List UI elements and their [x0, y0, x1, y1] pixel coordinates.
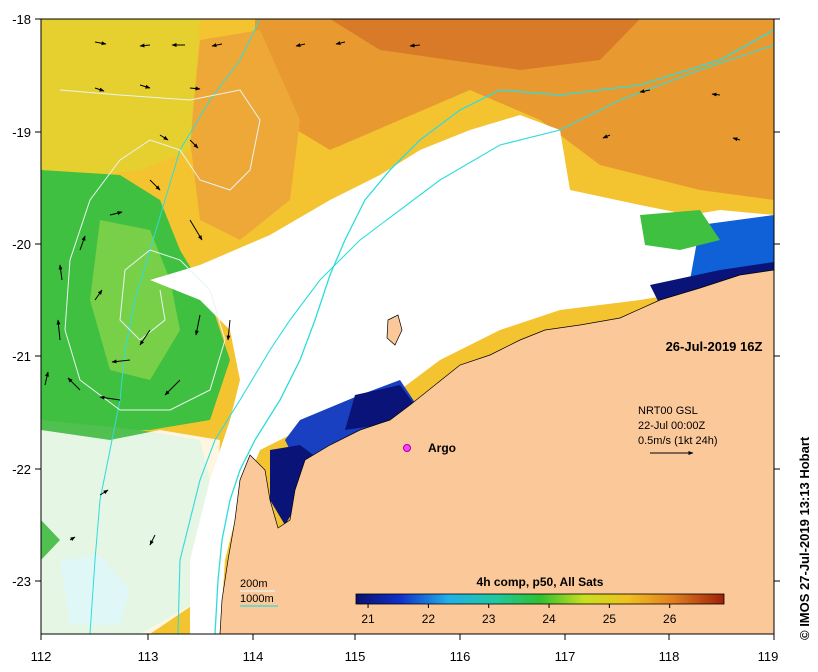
colorbar-tick-label: 21 — [361, 612, 375, 626]
land-australia — [219, 269, 774, 634]
lon-label-114: 114 — [243, 649, 264, 664]
longitude-labels: 112 113 114 115 116 117 118 119 — [31, 649, 779, 664]
colorbar-tick-label: 25 — [603, 612, 617, 626]
colorbar-tick-label: 26 — [663, 612, 677, 626]
lon-label-112: 112 — [31, 649, 52, 664]
sst-orange-north — [255, 19, 774, 200]
isobath-1000m — [177, 44, 774, 634]
sst-dark-orange — [330, 19, 640, 70]
lon-label-113: 113 — [138, 649, 159, 664]
lon-label-119: 119 — [758, 649, 779, 664]
current-legend-model: NRT00 GSL — [638, 405, 698, 417]
imos-credit: © IMOS 27-Jul-2019 13:13 Hobart — [797, 436, 812, 640]
lat-label-22: -22 — [12, 462, 31, 477]
cloud-mask-south — [41, 430, 220, 634]
current-legend: NRT00 GSL 22-Jul 00:00Z 0.5m/s (1kt 24h) — [638, 405, 717, 455]
lat-label-20: -20 — [12, 237, 31, 252]
lon-label-117: 117 — [555, 649, 576, 664]
cloud-mask — [150, 115, 774, 634]
isobath-legend-1000m: 1000m — [240, 593, 274, 605]
current-legend-scale: 0.5m/s (1kt 24h) — [638, 435, 717, 447]
latitude-labels: -18 -19 -20 -21 -22 -23 — [12, 12, 31, 589]
isobath-200m — [214, 29, 774, 634]
lon-label-118: 118 — [659, 649, 680, 664]
lon-label-115: 115 — [345, 649, 366, 664]
sst-northeast-green — [640, 210, 720, 250]
isobath-white-contour — [59, 89, 261, 411]
colorbar-tick-label: 22 — [422, 612, 436, 626]
sst-coastal-darkblue — [345, 385, 415, 430]
colorbar-gradient — [355, 593, 725, 605]
isobath-legend-200m: 200m — [240, 578, 268, 590]
isobath-legend: 200m 1000m — [240, 578, 278, 607]
colorbar-tick-label: 23 — [482, 612, 496, 626]
lat-label-23: -23 — [12, 574, 31, 589]
argo-label: Argo — [428, 441, 456, 455]
lon-label-116: 116 — [450, 649, 471, 664]
sst-yellow-west — [41, 19, 200, 180]
map-frame — [40, 18, 775, 635]
argo-float-marker — [403, 444, 411, 452]
current-legend-time: 22-Jul 00:00Z — [638, 420, 706, 432]
lat-label-18: -18 — [12, 12, 31, 27]
colorbar-tick-label: 24 — [542, 612, 556, 626]
sst-orange-mid — [190, 30, 300, 240]
lat-label-21: -21 — [12, 349, 31, 364]
product-label: 4h comp, p50, All Sats — [477, 575, 604, 589]
isobath-1000m-west — [89, 19, 261, 634]
axis-ticks — [35, 18, 780, 640]
land-barrow-island — [386, 314, 403, 346]
colorbar: 4h comp, p50, All Sats 21 22 23 24 25 26 — [355, 575, 725, 626]
lat-label-19: -19 — [12, 125, 31, 140]
current-vectors — [44, 41, 741, 546]
date-label: 26-Jul-2019 16Z — [666, 339, 763, 354]
